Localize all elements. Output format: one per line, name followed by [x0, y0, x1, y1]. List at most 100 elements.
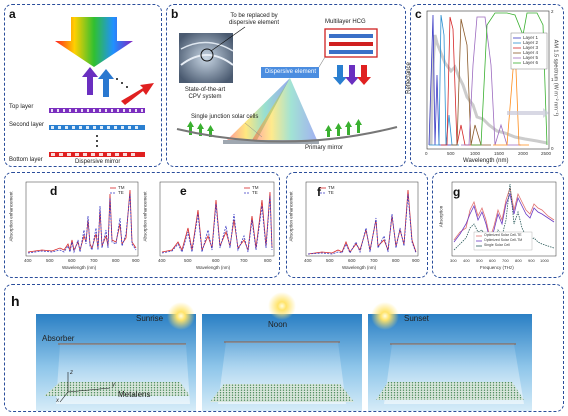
primary-mirror-label: Primary mirror [305, 145, 343, 151]
e-xtick-2: 600 [212, 258, 220, 263]
panel-e-label: e [180, 184, 187, 198]
e-xtick-4: 800 [264, 258, 272, 263]
c-right-tick-0: 0 [551, 146, 554, 151]
c-xlabel: Wavelength (nm) [463, 158, 509, 164]
sun-icon [167, 302, 195, 330]
panel-f: f [286, 172, 428, 278]
e-xtick-3: 700 [240, 258, 248, 263]
g-legend-tm: Optimized Solar Cell-TM [484, 238, 523, 242]
g-xtick-6: 900 [528, 258, 535, 263]
cpv-diagram [176, 26, 398, 144]
c-xtick-3: 1500 [494, 151, 505, 156]
g-xtick-0: 300 [450, 258, 457, 263]
purple-arrow-icon [82, 67, 98, 95]
legend-layer-2: Layer 2 [523, 40, 539, 45]
sunrise-label: Sunrise [136, 314, 164, 323]
dispersive-mirror-caption: Dispersive mirror [75, 159, 121, 165]
c-right-tick-2: 2 [551, 9, 554, 14]
panel-d-label: d [50, 184, 58, 198]
g-legend-te: Optimized Solar Cell-TE [484, 233, 522, 237]
scenes [36, 292, 532, 411]
chart-e [159, 181, 275, 257]
panel-a-label: a [9, 7, 16, 21]
dispersive-element-label: Dispersive element [265, 69, 317, 75]
replace-text: To be replaced by dispersive element [228, 13, 280, 26]
noon-label: Noon [268, 320, 288, 329]
c-xtick-1: 500 [447, 151, 455, 156]
d-xlabel: Wavelength (nm) [62, 265, 97, 270]
c-xtick-4: 2000 [518, 151, 529, 156]
panel-f-label: f [317, 185, 321, 199]
d-xtick-0: 400 [24, 258, 32, 263]
legend-layer-1: Layer 1 [523, 35, 539, 40]
c-xtick-5: 2500 [541, 151, 552, 156]
f-ylabel: Absorption enhancement [288, 191, 294, 242]
e-legend-tm: TM [252, 185, 259, 190]
axis-x-label: x [56, 398, 59, 404]
cpv-photo [179, 33, 233, 83]
legend-layer-4: Layer 4 [523, 50, 539, 55]
e-xlabel: Wavelength (nm) [196, 265, 231, 270]
c-xtick-0: 0 [425, 151, 428, 156]
e-legend-te: TE [252, 190, 258, 195]
f-xtick-5: 900 [412, 258, 420, 263]
g-legend-single: Single Solar Cell [484, 243, 510, 247]
d-xtick-5: 900 [132, 258, 140, 263]
panel-b-label: b [171, 7, 179, 21]
chart-c [426, 10, 550, 150]
panel-b: b To be replaced by dispersive element M… [166, 4, 406, 167]
e-ylabel: Absorption enhancement [142, 191, 148, 242]
chart-f [305, 181, 419, 257]
d-legend-te: TE [118, 190, 124, 195]
d-xtick-1: 500 [46, 258, 54, 263]
g-ylabel: Absorption [438, 205, 444, 228]
legend-layer-5: Layer 5 [523, 55, 539, 60]
purple-output-arrow-icon [345, 65, 359, 85]
f-xtick-0: 400 [304, 258, 312, 263]
legend-layer-3: Layer 3 [523, 45, 539, 50]
c-right-tick-1: 1 [551, 77, 554, 82]
legend-layer-6: Layer 6 [523, 60, 539, 65]
sun-icon-sunset [371, 302, 399, 330]
second-layer-label: Second layer [9, 122, 45, 128]
f-legend-tm: TM [328, 185, 335, 190]
absorber-label: Absorber [42, 334, 75, 343]
red-output-arrow-icon [357, 65, 371, 85]
g-xtick-1: 400 [463, 258, 470, 263]
d-xtick-4: 800 [112, 258, 120, 263]
blue-arrow-icon [98, 69, 114, 97]
chart-g [451, 181, 557, 257]
multilayer-hcg-label: Multilayer HCG [325, 19, 366, 25]
g-xtick-3: 600 [489, 258, 496, 263]
axis-z-label: z [70, 370, 73, 376]
f-xtick-3: 700 [370, 258, 378, 263]
red-arrow-icon [121, 83, 154, 105]
top-layer-label: Top layer [9, 104, 34, 110]
g-xtick-5: 800 [515, 258, 522, 263]
g-xtick-2: 500 [476, 258, 483, 263]
sun-icon-noon [268, 292, 296, 320]
g-xlabel: Frequency (THz) [480, 265, 514, 270]
panel-g: g [432, 172, 564, 278]
g-xtick-4: 700 [502, 258, 509, 263]
f-xtick-4: 800 [392, 258, 400, 263]
blue-output-arrow-icon [333, 65, 347, 85]
axis-y-label: y [112, 382, 115, 388]
panel-a: a Top layer Second layer Bottom l [4, 4, 162, 167]
d-xtick-2: 600 [68, 258, 76, 263]
rainbow-arrow-icon [49, 17, 154, 157]
g-xtick-7: 1000 [540, 258, 549, 263]
panel-c: c Layer 1 Layer 2 Layer 3 Layer 4 Layer … [406, 4, 564, 167]
metalens-label: Metalens [118, 390, 151, 399]
solar-cells-label: Single junction solar cells [191, 114, 259, 120]
d-legend-tm: TM [118, 185, 125, 190]
f-xtick-1: 500 [326, 258, 334, 263]
bottom-layer-label: Bottom layer [9, 157, 43, 163]
sunset-label: Sunset [404, 314, 429, 323]
chart-d [25, 181, 139, 257]
panel-g-label: g [453, 185, 461, 199]
panel-c-label: c [415, 7, 422, 21]
c-ylabel: Reflectance [405, 62, 412, 94]
c-xtick-2: 1000 [470, 151, 481, 156]
panel-h-label: h [11, 293, 20, 309]
